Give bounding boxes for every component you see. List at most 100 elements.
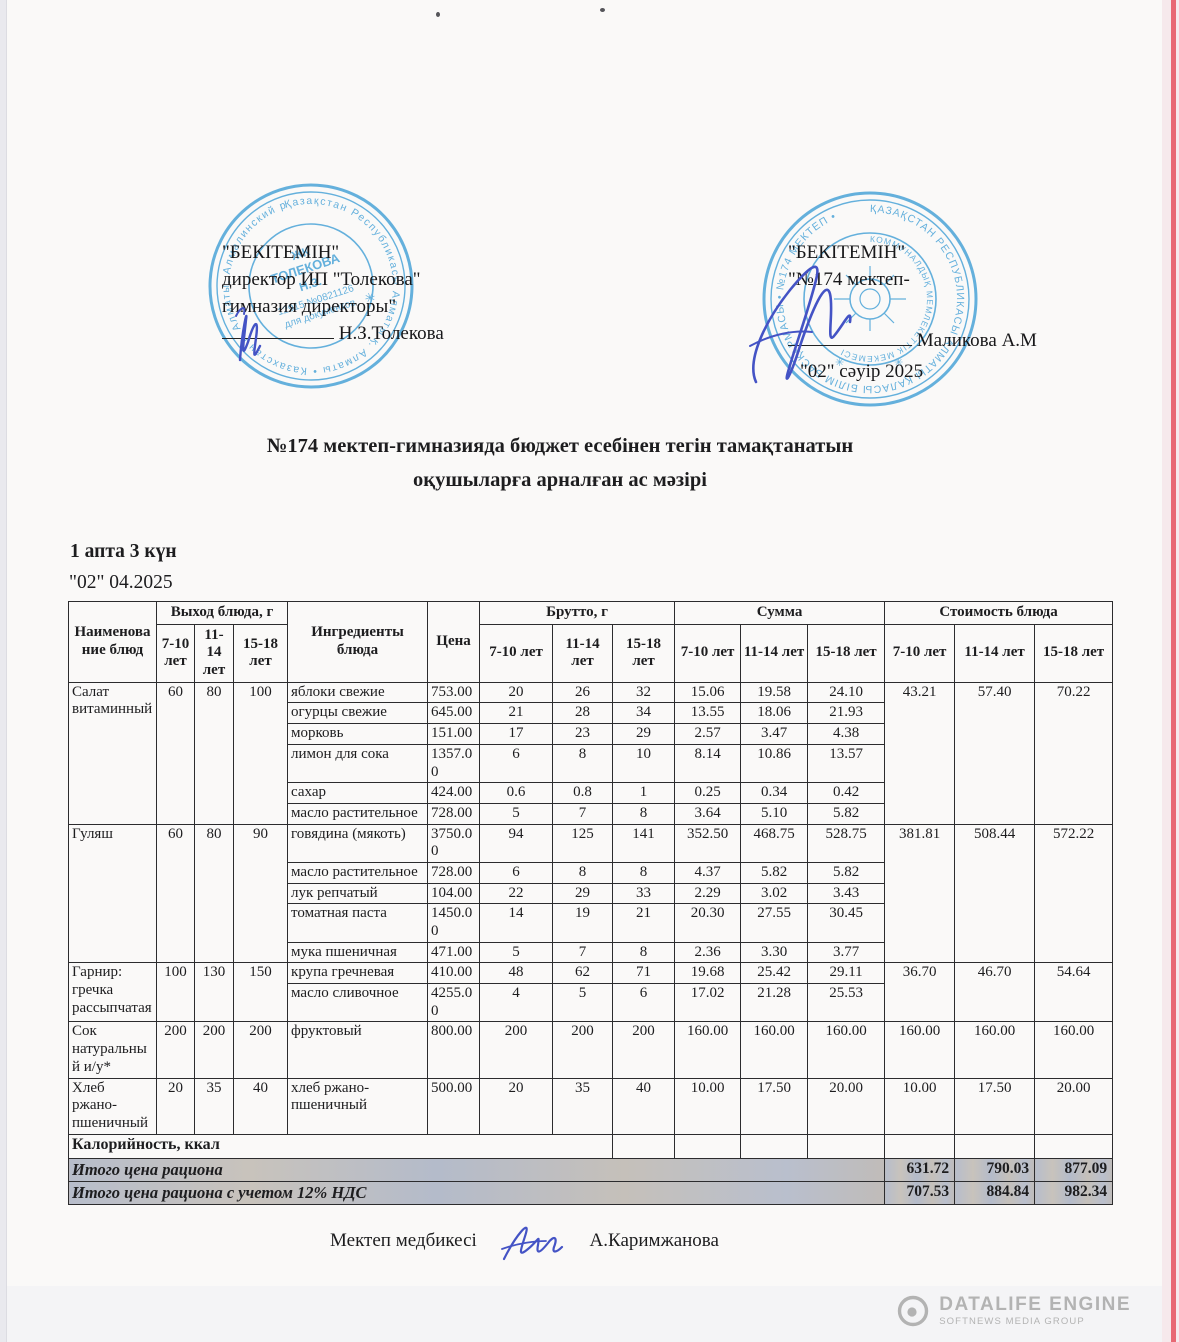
table-row: масло растительное 728.00 5 7 8 3.64 5.10 5.82 <box>69 802 1113 825</box>
brutto-cell-2: 8 <box>612 802 676 825</box>
calories-empty-cell <box>807 1133 886 1159</box>
dish-cost-cell-2: 54.64 <box>1034 962 1114 1023</box>
table-row: мука пшеничная 471.00 5 7 8 2.36 3.30 3.77 <box>69 941 1113 964</box>
ingredient-price-cell: 424.00 <box>427 782 481 804</box>
approval-right-line2: "№174 мектеп- <box>788 268 910 290</box>
brutto-cell-1: 35 <box>552 1077 614 1135</box>
brutto-cell-1: 29 <box>552 882 614 905</box>
brutto-cell-2: 6 <box>612 983 676 1023</box>
dish-cost-cell-2: 160.00 <box>1034 1021 1114 1079</box>
ingredient-name-cell: мука пшеничная <box>287 941 429 964</box>
dish-name-cell: Хлеб ржано-пшеничный <box>68 1077 157 1135</box>
header-age-col-1-0: 7-10 лет <box>479 623 554 683</box>
table-row: Гуляш 60 80 90 говядина (мякоть) 3750.00 94 125… <box>68 823 1114 964</box>
header-age-col-2-0: 7-10 лет <box>674 623 742 683</box>
brutto-cell-2: 8 <box>612 941 676 964</box>
sum-cell-0: 3.64 <box>674 802 742 825</box>
approval-left-line1: "БЕКІТЕМІН" <box>222 242 340 263</box>
ingredient-name-cell: лук репчатый <box>287 882 429 905</box>
sum-cell-1: 468.75 <box>740 823 809 863</box>
calories-empty-cell <box>674 1133 742 1159</box>
brutto-cell-0: 94 <box>479 823 554 863</box>
nurse-signature-row: Мектеп медбикесі А.Каримжанова <box>330 1230 719 1252</box>
brutto-cell-0: 200 <box>479 1021 554 1079</box>
approval-block-left: "БЕКІТЕМІН" директор ИП "Толекова" гимна… <box>222 240 444 348</box>
approval-left-signer: Н.З.Толекова <box>338 322 444 344</box>
brutto-cell-2: 29 <box>612 723 676 745</box>
brutto-cell-2: 71 <box>612 962 676 985</box>
brutto-cell-1: 7 <box>552 941 614 964</box>
ingredient-name-cell: хлеб ржано-пшеничный <box>287 1077 429 1135</box>
header-age-col-2-2: 15-18 лет <box>807 623 886 683</box>
ingredient-name-cell: фруктовый <box>287 1021 429 1079</box>
brutto-cell-0: 14 <box>479 903 554 943</box>
dish-output-cell-0: 200 <box>156 1021 195 1079</box>
sum-cell-0: 2.29 <box>674 882 742 905</box>
sum-cell-1: 21.28 <box>740 983 809 1023</box>
document-title-line2: оқушыларға арналған ас мәзірі <box>413 468 707 491</box>
ingredient-name-cell: яблоки свежие <box>287 681 429 704</box>
brutto-cell-1: 28 <box>552 702 614 725</box>
sum-cell-2: 30.45 <box>807 903 886 943</box>
sum-cell-0: 2.57 <box>674 723 742 745</box>
ingredient-price-cell: 410.00 <box>427 962 481 985</box>
header-brutto-group: Брутто, г <box>479 601 676 625</box>
brutto-cell-1: 19 <box>552 903 614 943</box>
sum-cell-0: 19.68 <box>674 962 742 985</box>
header-output-group: Выход блюда, г <box>155 601 289 625</box>
sum-cell-2: 21.93 <box>807 702 886 725</box>
table-row: морковь 151.00 17 23 29 2.57 3.47 4.38 <box>69 723 1113 745</box>
dish-cost-cell-2: 70.22 <box>1034 681 1114 825</box>
dish-output-cell-2: 150 <box>232 962 289 1023</box>
sum-cell-1: 0.34 <box>740 782 809 804</box>
header-age-col-3-0: 7-10 лет <box>884 623 956 683</box>
dish-cost-cell-2: 572.22 <box>1034 823 1114 964</box>
brutto-cell-2: 34 <box>612 702 676 725</box>
sum-cell-1: 19.58 <box>740 681 809 704</box>
dish-output-cell-1: 35 <box>194 1077 234 1135</box>
total-row-0: Итого цена рациона 631.72 790.03 877.09 <box>67 1157 1114 1182</box>
header-cost-group: Стоимость блюда <box>884 601 1114 625</box>
header-age-col-3-1: 11-14 лет <box>954 623 1036 683</box>
dish-name-cell: Гарнир: гречка рассыпчатая <box>68 962 157 1023</box>
sum-cell-1: 10.86 <box>740 743 809 784</box>
brutto-cell-0: 5 <box>479 802 554 825</box>
total-value-cell-2: 982.34 <box>1034 1180 1114 1205</box>
dish-name-cell: Салат витаминный <box>68 681 157 825</box>
brutto-cell-2: 10 <box>612 743 676 784</box>
table-row: лимон для сока 1357.00 6 8 10 8.14 10.86 13.57 <box>69 743 1113 784</box>
header-age-col-1-2: 15-18 лет <box>612 623 676 683</box>
brutto-cell-1: 0.8 <box>552 782 614 804</box>
header-age-col-2-1: 11-14 лет <box>740 623 809 683</box>
watermark-sub: SOFTNEWS MEDIA GROUP <box>939 1316 1085 1327</box>
total-value-cell-1: 790.03 <box>954 1157 1036 1182</box>
brutto-cell-1: 26 <box>552 681 614 704</box>
brutto-cell-2: 40 <box>612 1077 676 1135</box>
sum-cell-1: 160.00 <box>740 1021 809 1079</box>
dish-cost-cell-2: 20.00 <box>1034 1077 1114 1135</box>
dish-output-cell-0: 20 <box>156 1077 195 1135</box>
dish-cost-cell-1: 508.44 <box>954 823 1036 964</box>
ingredient-price-cell: 4255.00 <box>427 983 481 1023</box>
document-title-line1: №174 мектеп-гимназияда бюджет есебінен т… <box>266 435 854 457</box>
menu-table-container: Наименование блюд Выход блюда, г Ингредиен… <box>67 601 1114 1205</box>
brutto-cell-0: 22 <box>479 882 554 905</box>
header-age-col-0-2: 15-18 лет <box>232 623 289 683</box>
sum-cell-1: 3.30 <box>740 941 809 964</box>
ingredient-name-cell: масло растительное <box>287 802 429 825</box>
dish-output-cell-0: 60 <box>156 823 195 964</box>
brutto-cell-0: 21 <box>479 702 554 725</box>
brutto-cell-1: 8 <box>552 861 614 884</box>
table-row: Сок натуральный и/у* 200 200 200 фруктовый 80… <box>68 1021 1114 1079</box>
sum-cell-2: 29.11 <box>807 962 886 985</box>
sum-cell-0: 0.25 <box>674 782 742 804</box>
brutto-cell-0: 6 <box>479 861 554 884</box>
dish-output-cell-1: 80 <box>194 823 234 964</box>
dish-output-cell-2: 40 <box>232 1077 289 1135</box>
calories-empty-cell <box>612 1133 676 1159</box>
sum-cell-2: 24.10 <box>807 681 886 704</box>
scan-speck <box>436 12 440 17</box>
total-value-cell-2: 877.09 <box>1034 1157 1114 1182</box>
calories-row: Калорийность, ккал <box>67 1133 1114 1159</box>
dish-cost-cell-0: 36.70 <box>884 962 956 1023</box>
